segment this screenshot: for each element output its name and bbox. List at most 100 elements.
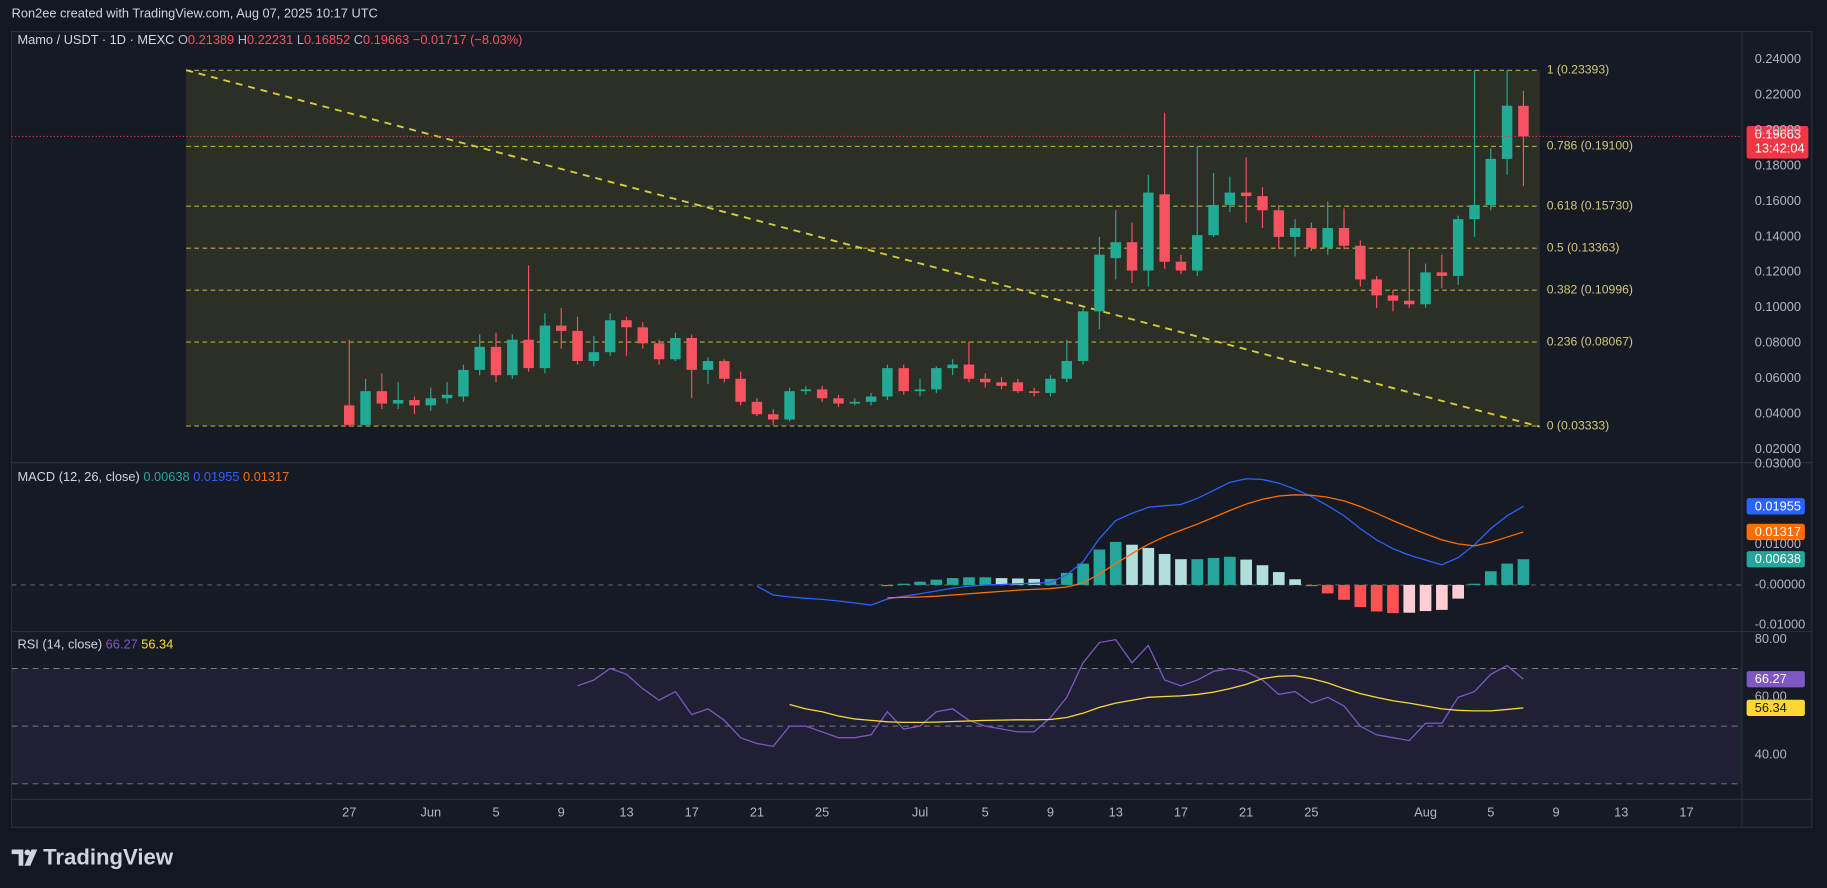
fib-label: 0.618 (0.15730) [1547, 198, 1633, 212]
histogram-bar [1224, 556, 1236, 585]
candle-body [1436, 272, 1448, 276]
countdown-label: 13:42:04 [1755, 141, 1805, 156]
value-badge [1746, 498, 1805, 515]
fib-label: 0 (0.03333) [1547, 418, 1610, 432]
candle-body [882, 368, 893, 397]
candle-body [490, 346, 502, 376]
candle-body [1257, 196, 1268, 211]
last-price-badge [1746, 125, 1809, 159]
histogram-bar [1370, 584, 1383, 612]
candle-body [849, 401, 861, 404]
value-badge [1746, 551, 1805, 568]
candle-body [1045, 378, 1056, 393]
candle-body [539, 325, 551, 369]
candle-body [1240, 192, 1252, 197]
histogram-bar [1191, 559, 1204, 585]
candle-body [1469, 204, 1480, 220]
histogram-bar [1468, 583, 1481, 585]
candle-body [1094, 254, 1105, 312]
candle-body [360, 391, 371, 425]
candle-body [1289, 228, 1301, 237]
x-tick-label: 17 [685, 805, 699, 820]
histogram-bar [1077, 563, 1089, 585]
histogram-bar [1289, 579, 1301, 585]
histogram-bar [1093, 549, 1106, 585]
candle-body [1224, 192, 1236, 205]
y-tick-label: 0.20000 [1755, 122, 1801, 137]
histogram-bar [963, 577, 975, 585]
ohlc-value: 0.19663 [363, 32, 409, 47]
candle-body [719, 361, 730, 379]
x-tick-label: 9 [1552, 805, 1559, 820]
y-tick-label: 0.02000 [1755, 441, 1801, 456]
candle-body [1061, 361, 1073, 379]
candle-body [572, 330, 583, 362]
histogram-bar [979, 577, 992, 585]
x-tick-label: 25 [815, 805, 829, 820]
x-tick-label: 13 [619, 805, 633, 820]
candle-body [980, 378, 991, 383]
candle-body [1208, 204, 1219, 236]
histogram-bar [1207, 557, 1220, 585]
candle-body [1126, 242, 1138, 271]
histogram-bar [881, 584, 894, 587]
x-tick-label: 5 [1487, 805, 1494, 820]
x-tick-label: 13 [1614, 805, 1628, 820]
candle-body [425, 398, 437, 406]
logo-icon [24, 849, 31, 856]
histogram-bar [1142, 547, 1155, 585]
candle-body [865, 396, 877, 402]
logo-icon [11, 849, 24, 866]
candle-body [1371, 279, 1382, 296]
histogram-bar [1484, 571, 1497, 585]
candle-body [409, 400, 420, 406]
histogram-bar [1158, 553, 1171, 585]
candle-body [963, 364, 975, 379]
fib-label: 0.236 (0.08067) [1547, 334, 1633, 348]
value-badge-label: 0.00638 [1755, 551, 1801, 566]
histogram-bar [1501, 563, 1513, 585]
indicator-line [756, 478, 1524, 606]
y-tick-label: 80.00 [1755, 631, 1787, 646]
value-badge-label: 66.27 [1755, 671, 1787, 686]
x-tick-label: 5 [492, 805, 499, 820]
candle-body [735, 378, 746, 402]
fib-label: 0.786 (0.19100) [1547, 139, 1633, 153]
histogram-bar [930, 579, 943, 585]
histogram-bar [1028, 578, 1040, 585]
histogram-bar [1354, 584, 1367, 608]
candle-body [441, 394, 453, 399]
histogram-bar [1305, 584, 1318, 587]
y-tick-label: 0.04000 [1755, 406, 1801, 421]
ohlc-value: 0.22231 [247, 32, 293, 47]
histogram-bar [946, 578, 959, 585]
candle-body [1175, 261, 1187, 271]
candle-body [914, 389, 926, 392]
histogram-bar [1387, 584, 1399, 614]
fib-label: 0.382 (0.10996) [1547, 282, 1633, 296]
x-tick-label: Aug [1414, 805, 1437, 820]
candle-body [1452, 219, 1464, 276]
legend-value: 56.34 [141, 637, 173, 652]
value-badge [1746, 523, 1805, 541]
rsi-legend: RSI (14, close) 66.27 56.34 [17, 637, 173, 652]
candle-body [1338, 228, 1350, 246]
symbol-legend: Mamo / USDT · 1D · MEXC O0.21389 H0.2223… [17, 32, 522, 47]
candle-body [653, 343, 665, 360]
candle-body [800, 389, 812, 392]
attribution: Ron2ee created with TradingView.com, Aug… [12, 5, 378, 20]
candle-body [1028, 391, 1040, 393]
ohlc-value: 0.21389 [188, 32, 234, 47]
ohlc-value: 0.16852 [304, 32, 350, 47]
histogram-bar [897, 583, 910, 585]
histogram-bar [1419, 584, 1432, 612]
candle-body [816, 389, 828, 399]
candle-body [767, 414, 779, 420]
change: −0.01717 (−8.03%) [413, 32, 523, 47]
candle-body [1273, 210, 1285, 237]
candle-body [1143, 192, 1154, 271]
histogram-bar [1517, 559, 1530, 585]
x-tick-label: 25 [1304, 805, 1318, 820]
ohlc-label: C [354, 32, 363, 47]
